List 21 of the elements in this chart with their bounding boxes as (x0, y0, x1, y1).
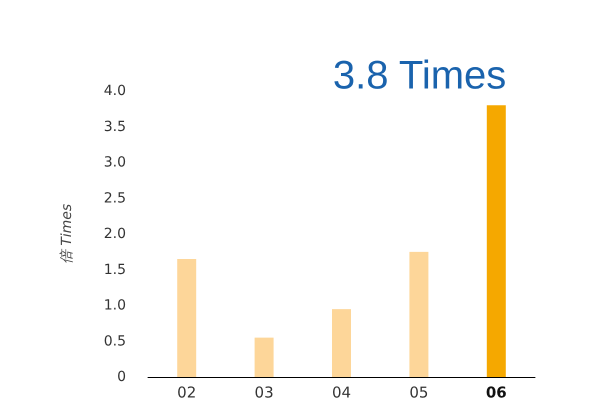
x-tick-label: 04 (332, 384, 352, 402)
bar (486, 105, 506, 377)
y-tick-label: 1.0 (104, 298, 126, 314)
x-tick-label: 02 (177, 384, 196, 402)
y-tick-label: 4.0 (104, 83, 126, 99)
x-tick-label: 03 (254, 384, 274, 402)
bar (254, 338, 274, 377)
y-tick-label: 3.5 (104, 118, 126, 135)
y-tick-label: 2.0 (104, 226, 126, 242)
bar (409, 252, 428, 377)
y-tick-label: 3.0 (104, 154, 126, 170)
y-tick-label: 1.5 (104, 262, 126, 278)
y-tick-label: 0.5 (104, 333, 126, 350)
annotation: 3.8 Times (332, 53, 506, 98)
bar (332, 309, 351, 377)
y-tick-label: 0 (117, 369, 126, 385)
x-tick-label: 06 (486, 384, 507, 402)
x-tick-label: 05 (409, 384, 428, 402)
bar (177, 259, 196, 377)
y-axis-title: 倍 Times (59, 204, 75, 264)
y-tick-label: 2.5 (104, 190, 126, 206)
